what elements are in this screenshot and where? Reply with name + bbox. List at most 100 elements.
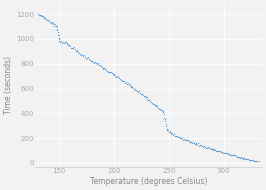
Point [43,16,47,19]
Point [117,76,121,79]
Point [123,82,127,85]
Point [65,42,69,45]
Point [120,79,124,82]
Point [241,156,245,159]
Point [70,47,74,50]
Point [38,13,42,17]
Point [255,159,260,162]
Point [168,130,172,133]
Point [146,98,151,101]
Point [94,62,98,65]
Point [51,22,56,25]
Point [97,64,101,67]
Point [238,157,243,160]
Point [39,14,43,17]
Point [182,138,186,141]
Point [71,46,75,49]
Point [105,69,110,72]
Point [184,138,188,141]
Point [87,58,91,61]
Point [194,142,198,145]
Point [124,82,129,85]
Point [239,156,243,159]
Point [246,158,250,161]
Point [206,146,210,149]
Point [57,37,61,40]
Point [224,152,228,155]
Point [40,14,44,17]
Point [109,70,113,74]
Point [177,135,181,138]
Point [250,158,254,161]
Point [244,157,248,160]
Point [210,148,215,151]
Point [162,116,167,119]
Point [199,143,203,146]
Point [147,99,151,102]
Point [141,93,145,97]
Point [171,133,175,136]
Point [149,100,153,103]
Point [210,148,214,151]
Point [223,152,227,155]
Point [234,155,239,158]
Point [165,128,169,131]
Point [194,143,198,146]
Point [198,143,202,146]
Point [121,79,125,82]
Point [202,144,206,147]
Point [191,141,196,144]
Point [221,151,225,154]
Point [74,48,79,51]
Point [176,135,180,139]
Point [153,104,157,107]
Point [162,112,166,116]
Point [251,158,255,161]
Point [228,153,232,156]
Point [52,24,56,27]
Point [222,151,226,154]
Point [166,129,170,132]
Point [95,62,100,65]
Point [129,85,134,88]
Point [155,105,160,108]
Point [153,105,158,108]
Point [237,156,242,159]
Point [106,70,110,73]
Point [63,40,67,44]
Point [49,21,53,25]
Point [110,72,114,75]
Point [145,97,149,100]
Point [220,150,225,153]
Point [215,150,219,153]
Point [61,41,65,44]
Point [41,17,46,20]
Point [138,92,142,95]
Point [98,64,102,67]
Point [167,130,171,133]
Point [102,67,107,70]
Point [104,69,109,72]
Point [160,110,165,113]
Point [178,137,182,140]
Point [60,41,64,44]
Point [242,157,246,160]
Point [68,45,72,48]
Point [136,91,140,94]
Point [173,135,178,138]
Point [211,148,216,151]
Point [143,95,147,98]
Point [144,96,148,99]
Point [213,148,218,151]
Point [164,129,169,132]
Point [55,25,59,28]
Point [135,90,139,93]
Point [44,18,48,21]
Point [252,159,256,162]
Point [186,139,191,142]
Point [175,135,180,138]
Point [73,49,78,52]
Point [77,51,81,54]
Point [45,18,49,21]
Point [112,73,116,76]
